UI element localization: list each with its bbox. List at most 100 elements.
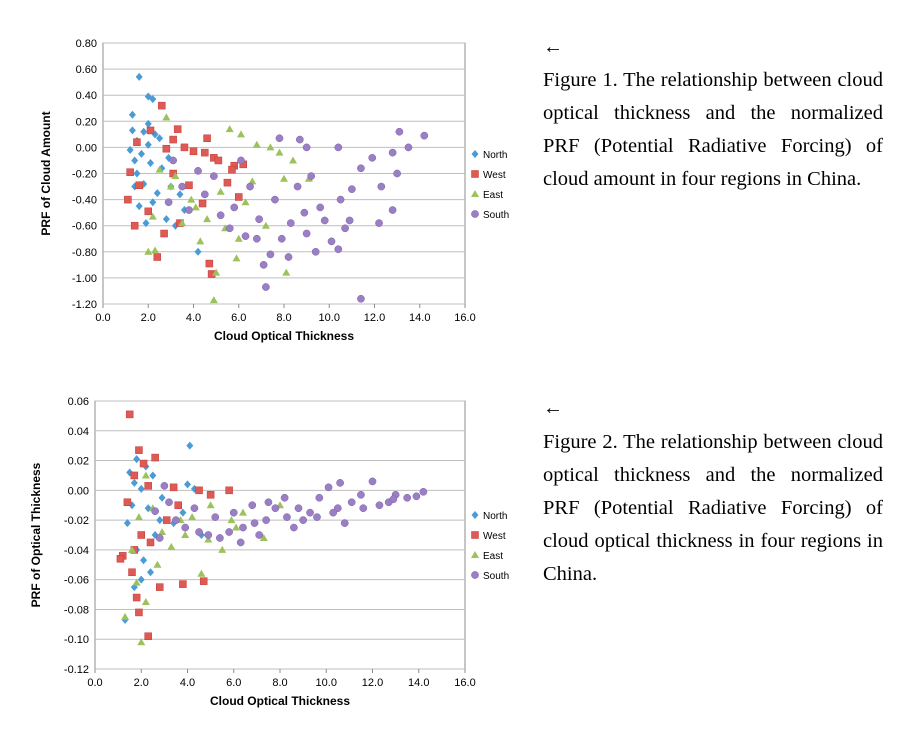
data-point-east	[132, 578, 141, 586]
data-point-west	[185, 181, 193, 189]
legend-marker-west	[471, 531, 479, 539]
data-point-east	[158, 528, 167, 536]
data-point-south	[155, 534, 164, 542]
x-tick-label: 14.0	[409, 312, 430, 324]
data-point-south	[316, 203, 325, 212]
data-point-west	[169, 135, 177, 144]
data-point-east	[203, 215, 212, 223]
data-point-east	[141, 598, 150, 605]
data-point-east	[289, 156, 298, 164]
data-point-north	[133, 169, 141, 178]
data-point-north	[194, 247, 202, 256]
data-point-east	[237, 130, 246, 138]
data-point-east	[218, 545, 227, 553]
x-tick-label: 8.0	[272, 677, 287, 689]
data-point-north	[128, 110, 136, 119]
y-tick-label: -0.12	[64, 664, 89, 676]
data-point-south	[345, 216, 354, 225]
data-point-north	[126, 468, 134, 477]
y-tick-label: -1.20	[72, 299, 97, 311]
data-point-south	[253, 234, 261, 243]
data-point-north	[137, 484, 145, 493]
data-point-south	[375, 219, 383, 227]
data-point-south	[302, 143, 311, 152]
data-point-south	[311, 247, 320, 256]
y-tick-label: 0.04	[68, 426, 89, 438]
data-point-south	[313, 513, 321, 521]
data-point-east	[212, 268, 221, 276]
data-point-south	[151, 507, 159, 516]
data-point-west	[179, 580, 187, 588]
data-point-south	[293, 182, 302, 191]
data-point-south	[294, 504, 303, 513]
data-point-east	[141, 471, 150, 479]
data-point-south	[255, 531, 264, 539]
y-tick-label: -0.10	[64, 634, 89, 646]
figure-2-arrow: ←	[543, 397, 563, 419]
figure-1-arrow: ←	[543, 36, 563, 58]
data-point-east	[234, 234, 243, 242]
legend-marker-north	[471, 150, 479, 158]
x-tick-label: 10.0	[319, 312, 340, 324]
data-point-south	[280, 493, 289, 502]
data-point-south	[172, 516, 180, 524]
data-point-east	[209, 296, 218, 304]
legend-label-north: North	[483, 511, 507, 522]
series-south	[151, 477, 428, 547]
data-point-south	[195, 528, 203, 536]
series-east	[121, 471, 284, 646]
y-tick-label: 0.60	[76, 64, 97, 76]
data-point-east	[166, 182, 175, 190]
data-point-south	[300, 208, 309, 217]
data-point-south	[271, 504, 280, 513]
plot-area	[94, 400, 466, 670]
data-point-south	[216, 534, 224, 542]
data-point-north	[149, 95, 157, 104]
data-point-east	[197, 569, 206, 577]
data-point-south	[169, 156, 177, 165]
data-point-west	[144, 632, 152, 640]
data-point-west	[135, 446, 143, 454]
data-point-west	[206, 491, 215, 499]
data-point-south	[286, 219, 295, 227]
x-tick-label: 4.0	[186, 312, 201, 324]
data-point-east	[188, 513, 197, 521]
data-point-south	[327, 237, 336, 246]
data-point-west	[198, 199, 207, 208]
chart-prf-optical-thickness: 0.06 0.04 0.02 0.00 -0.02 -0.04 -0.06 -0.08 -0.1…	[29, 396, 509, 708]
data-point-west	[116, 555, 125, 563]
data-point-north	[123, 519, 131, 528]
series-west	[124, 101, 248, 278]
data-point-south	[262, 283, 270, 291]
legend-label-east: East	[483, 190, 503, 201]
data-point-east	[225, 125, 234, 133]
data-point-south	[368, 477, 377, 486]
data-point-south	[412, 492, 421, 501]
data-point-south	[246, 182, 254, 191]
data-point-north	[140, 127, 148, 136]
data-point-south	[236, 538, 245, 547]
legend-label-west: West	[483, 531, 506, 542]
y-tick-label: 0.00	[68, 485, 89, 497]
data-point-west	[132, 593, 141, 602]
data-point-east	[232, 523, 241, 531]
data-point-south	[302, 229, 311, 238]
data-point-west	[199, 577, 208, 585]
data-point-south	[347, 498, 356, 507]
data-point-north	[176, 190, 184, 199]
data-point-south	[194, 167, 202, 175]
data-point-west	[151, 453, 159, 462]
data-point-west	[203, 134, 211, 143]
data-point-west	[162, 144, 171, 153]
data-point-north	[137, 575, 145, 584]
data-point-west	[125, 410, 134, 419]
data-point-south	[329, 508, 338, 517]
data-point-west	[205, 259, 214, 268]
data-point-south	[377, 182, 386, 191]
chart-prf-cloud-amount: 0.80 0.60 0.40 0.20 0.00 -0.20 -0.40 -0.60 -0.80…	[39, 38, 509, 343]
data-point-south	[334, 245, 343, 254]
data-point-east	[144, 247, 153, 255]
data-point-west	[228, 165, 236, 174]
data-point-east	[155, 165, 164, 173]
legend-label-south: South	[483, 571, 509, 582]
